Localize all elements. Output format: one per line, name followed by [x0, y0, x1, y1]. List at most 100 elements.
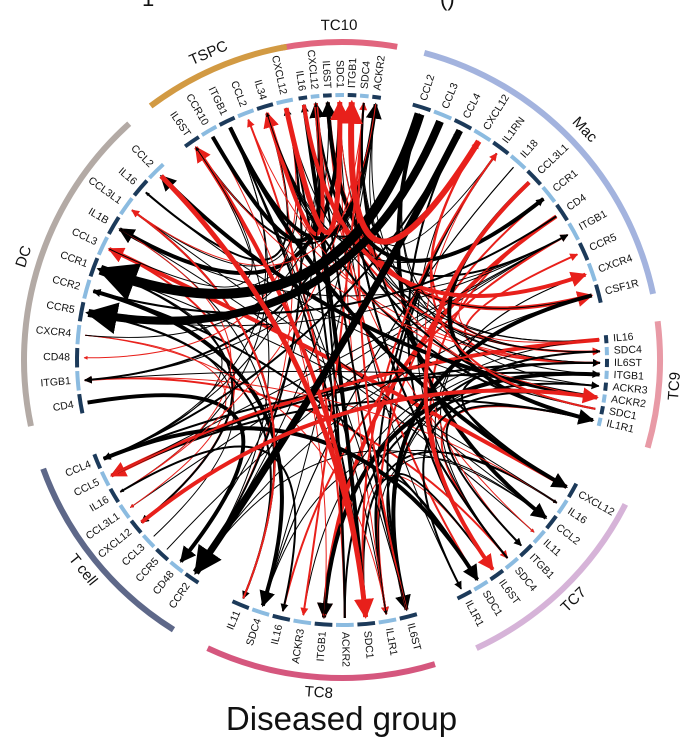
tick-mac-cd4	[557, 205, 567, 220]
label-dc-ccl2: CCL2	[128, 142, 155, 170]
tick-tc7-il1r1	[457, 591, 471, 598]
tick-t-cell-ccl4	[94, 454, 100, 468]
tick-tc10-cxcl12	[311, 96, 320, 97]
label-dc-il1b: IL1B	[86, 206, 111, 227]
tick-mac-csf1r	[596, 285, 601, 303]
tick-tc7-cxcl12	[569, 484, 577, 497]
tick-dc-il16	[134, 181, 147, 196]
tick-tc7-il6st	[491, 570, 503, 579]
label-tspc-il34: IL34	[251, 78, 268, 101]
label-mac-il1rn: IL1RN	[500, 115, 527, 146]
tick-tc8-il11	[232, 601, 248, 608]
tick-tspc-ccl2	[238, 110, 254, 116]
label-tspc-ccr10: CCR10	[183, 92, 211, 128]
tick-tc8-sdc1	[357, 623, 375, 625]
label-t-cell-ccr2: CCR2	[167, 581, 193, 611]
label-mac-ccr5: CCR5	[588, 231, 619, 254]
tick-tc9-ackr2	[604, 394, 605, 402]
group-label-tc10: TC10	[321, 17, 358, 34]
label-tc8-ackr3: ACKR3	[290, 628, 307, 665]
links-layer	[84, 102, 600, 618]
tick-tc9-ackr3	[605, 383, 606, 391]
label-tc8-ackr2: ACKR2	[339, 632, 351, 667]
label-tc9-il6st: IL6ST	[614, 357, 643, 369]
tick-tspc-il34	[257, 104, 273, 109]
tick-t-cell-ccl5	[102, 472, 109, 486]
label-mac-cxcr4: CXCR4	[597, 252, 635, 275]
label-dc-ccl3: CCL3	[70, 226, 100, 248]
tick-dc-ccl3l1	[121, 198, 132, 214]
label-tc10-sdc4: SDC4	[359, 60, 373, 89]
label-tc9-il16: IL16	[613, 331, 634, 345]
label-tc9-itgb1: ITGB1	[613, 369, 644, 383]
panel-number-left: 1	[142, 0, 154, 12]
label-mac-il18: IL18	[518, 137, 541, 160]
tick-dc-ccr1	[91, 258, 98, 276]
tick-t-cell-ccr5	[157, 549, 168, 559]
tick-dc-ccl2	[149, 164, 163, 178]
label-tc8-il1r1: IL1R1	[383, 627, 400, 657]
label-mac-ccl4: CCL4	[461, 91, 484, 121]
label-tc8-il16: IL16	[269, 623, 285, 646]
tick-mac-ccr5	[580, 243, 588, 260]
tick-mac-itgb1	[569, 223, 578, 239]
label-tc10-ackr2: ACKR2	[371, 55, 387, 91]
label-dc-itgb1: ITGB1	[40, 375, 71, 389]
label-tspc-ccl2: CCL2	[228, 79, 249, 109]
tick-tc7-itgb1	[520, 545, 531, 556]
tick-dc-itgb1	[77, 371, 79, 390]
tick-dc-cxcr4	[77, 325, 79, 344]
label-tc9-sdc4: SDC4	[614, 344, 643, 357]
tick-tc8-il1r1	[379, 619, 396, 622]
tick-t-cell-il16	[110, 489, 118, 502]
tick-dc-ccr5	[80, 302, 84, 321]
tick-tc10-sdc4	[360, 96, 369, 97]
tick-dc-il1b	[109, 217, 119, 234]
label-mac-itgb1: ITGB1	[577, 208, 609, 233]
label-t-cell-ccl4: CCL4	[64, 458, 94, 479]
tick-tspc-cxcl12	[277, 100, 293, 104]
group-label-dc: DC	[12, 244, 35, 270]
tick-tc8-itgb1	[315, 624, 333, 625]
label-tc7-il16: IL16	[565, 505, 589, 526]
tick-tc7-il16	[558, 500, 567, 513]
label-tc10-il6st: IL6ST	[320, 60, 334, 89]
tick-tc10-ackr2	[372, 97, 381, 98]
tick-dc-cd4	[79, 394, 82, 413]
tick-tc8-il16	[273, 616, 290, 620]
label-tc8-itgb1: ITGB1	[315, 631, 329, 662]
label-tspc-cxcl12: CXCL12	[269, 54, 289, 96]
tick-mac-ccl4	[455, 120, 472, 129]
label-dc-ccr1: CCR1	[58, 249, 89, 270]
tick-tspc-itgb1	[220, 118, 235, 125]
tick-tc9-il16	[606, 335, 607, 343]
tick-t-cell-ccl3l1	[120, 505, 129, 518]
tick-tc7-ccl2	[547, 516, 556, 528]
label-tc7-ccl2: CCL2	[554, 522, 583, 548]
tick-mac-ccl2	[413, 105, 431, 111]
label-mac-ccl2: CCL2	[418, 73, 438, 102]
tick-mac-cxcl12	[474, 130, 490, 140]
label-dc-cd4: CD4	[52, 399, 75, 414]
label-tc10-itgb1: ITGB1	[346, 57, 359, 88]
label-mac-cxcl12: CXCL12	[481, 92, 512, 132]
label-dc-cd48: CD48	[43, 351, 70, 363]
tick-t-cell-ccr2	[186, 574, 199, 583]
tick-tspc-il6st	[185, 137, 199, 146]
label-tc7-sdc1: SDC1	[480, 588, 505, 618]
tick-tc7-sdc1	[474, 582, 487, 590]
interaction-link-31	[263, 450, 557, 605]
tick-mac-ccl3	[434, 111, 451, 118]
tick-tspc-ccr10	[202, 127, 216, 135]
tick-tc8-ackr3	[294, 621, 311, 624]
tick-dc-ccr2	[84, 280, 89, 299]
label-tspc-il6st: IL6ST	[167, 109, 193, 139]
tick-tc8-sdc4	[252, 609, 269, 614]
tick-t-cell-cd48	[171, 562, 183, 572]
label-dc-il16: IL16	[116, 165, 139, 188]
label-mac-cd4: CD4	[564, 192, 588, 214]
label-dc-cxcr4: CXCR4	[35, 324, 72, 339]
tick-tc7-il11	[534, 531, 544, 542]
